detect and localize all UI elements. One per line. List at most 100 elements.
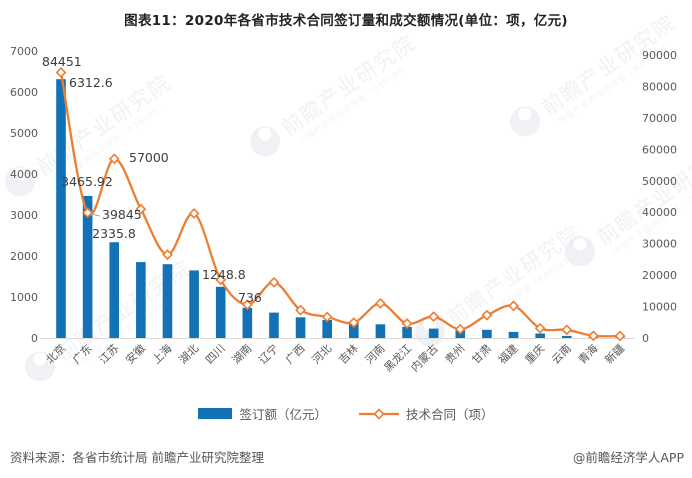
x-axis-label: 河北 [310,342,335,367]
marker-重庆 [534,322,546,334]
marker-河南 [374,297,386,309]
bar-黑龙江 [402,326,412,338]
bar-series-swatch [198,408,233,419]
legend-diamond-icon [373,407,385,420]
y-axis-left-label: 1000 [10,291,38,304]
legend-item-line: 技术合同（项） [359,404,494,423]
source-text: 资料来源：各省市统计局 前瞻产业研究院整理 [10,450,264,465]
marker-黑龙江 [401,318,413,329]
y-axis-left-label: 7000 [10,45,38,58]
y-axis-right-label: 0 [642,332,649,345]
marker-四川 [215,274,227,286]
y-axis-right-label: 30000 [642,238,677,251]
x-axis-label: 广西 [283,342,308,367]
data-label-四川: 1248.8 [202,267,246,282]
bar-吉林 [349,322,359,338]
x-axis-label: 湖南 [230,342,255,367]
marker-广东 [82,207,94,219]
footer: 资料来源：各省市统计局 前瞻产业研究院整理 @前瞻经济学人APP [10,447,684,466]
bar-重庆 [535,333,545,338]
x-axis-label: 四川 [203,342,228,367]
marker-云南 [561,324,573,336]
data-label-江苏: 2335.8 [92,226,136,241]
data-label-广东: 3465.92 [61,174,113,189]
data-label-北京: 84451 [42,54,82,69]
legend-label-bar: 签订额（亿元） [239,407,327,422]
svg-text:前瞻产业研究院: 前瞻产业研究院 [442,220,585,330]
marker-内蒙古 [428,311,440,323]
marker-辽宁 [268,276,280,288]
y-axis-left-label: 4000 [10,168,38,181]
x-axis-label: 重庆 [522,341,547,366]
marker-广西 [295,304,307,316]
marker-北京 [55,67,67,78]
y-axis-left-label: 2000 [10,250,38,263]
y-axis-right-label: 40000 [642,206,677,219]
x-axis-label: 吉林 [335,341,360,366]
marker-吉林 [348,317,360,329]
data-label-北京: 6312.6 [69,75,113,90]
marker-贵州 [454,323,466,335]
y-axis-right-label: 10000 [642,301,677,314]
bar-广西 [295,317,306,338]
bar-河北 [322,320,332,338]
bar-湖北 [189,270,199,338]
marker-福建 [508,300,519,312]
y-axis-left-label: 3000 [10,209,38,222]
data-label-湖南: 736 [238,290,262,305]
y-axis-left-label: 6000 [10,86,38,99]
x-axis-label: 内蒙古 [408,341,441,374]
marker-安徽 [135,203,147,215]
x-axis-label: 安徽 [123,341,148,366]
app-handle: @前瞻经济学人APP [572,450,684,465]
bar-北京 [56,79,66,338]
data-label-广东: 39845 [102,207,142,222]
bar-内蒙古 [428,328,439,338]
svg-text:前瞻产业研究院: 前瞻产业研究院 [537,10,680,120]
marker-青海 [587,330,599,342]
y-axis-right-label: 60000 [642,143,677,156]
label-leader-line [90,213,101,217]
marker-湖南 [241,299,253,311]
marker-河北 [321,311,333,323]
x-axis-label: 湖北 [176,342,201,367]
line-series-swatch [359,407,399,420]
y-axis-right-label: 80000 [642,80,677,93]
x-axis-label: 福建 [495,341,520,366]
x-axis-label: 辽宁 [256,341,281,366]
svg-text:前瞻产业研究院: 前瞻产业研究院 [52,255,195,365]
bar-辽宁 [269,312,279,338]
y-axis-right-label: 70000 [642,112,677,125]
data-label-江苏: 57000 [129,150,169,165]
bar-云南 [561,335,572,338]
bar-湖南 [242,307,253,338]
legend-item-bar: 签订额（亿元） [198,404,327,423]
y-axis-right-label: 20000 [642,269,677,282]
bar-甘肃 [482,329,492,338]
marker-上海 [162,249,173,261]
marker-江苏 [108,153,120,165]
x-axis-label: 贵州 [443,342,468,367]
bar-四川 [215,286,226,338]
marker-甘肃 [481,309,493,321]
bar-福建 [508,331,519,338]
y-axis-left-label: 5000 [10,127,38,140]
legend: 签订额（亿元） 技术合同（项） [0,404,692,423]
x-axis-label: 甘肃 [469,342,494,367]
bar-安徽 [136,262,146,338]
y-axis-right-label: 50000 [642,175,677,188]
chart-title: 图表11：2020年各省市技术合同签订量和成交额情况(单位：项，亿元) [124,13,568,29]
x-axis-label: 上海 [149,341,174,366]
bar-河南 [375,324,386,338]
y-axis-right-label: 90000 [642,49,677,62]
bar-上海 [162,264,173,338]
svg-text:前瞻产业研究院: 前瞻产业研究院 [277,30,420,140]
x-axis-label: 新疆 [602,341,627,366]
legend-label-line: 技术合同（项） [406,407,494,422]
marker-湖北 [188,208,200,219]
x-axis-label: 黑龙江 [382,342,415,375]
